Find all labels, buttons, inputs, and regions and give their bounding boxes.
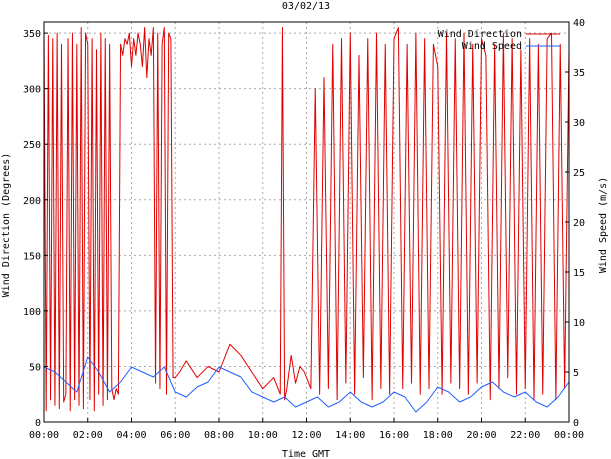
series-line-wind-speed bbox=[43, 356, 570, 413]
x-tick-label: 06:00 bbox=[160, 430, 190, 441]
legend-label-wind-direction: Wind Direction bbox=[438, 29, 522, 40]
y-right-tick-label: 35 bbox=[573, 68, 585, 79]
x-tick-label: 12:00 bbox=[291, 430, 321, 441]
series-layer bbox=[43, 27, 570, 413]
y-right-tick-label: 0 bbox=[573, 418, 579, 429]
y-left-tick-label: 250 bbox=[23, 140, 41, 151]
y-left-tick-label: 100 bbox=[23, 307, 41, 318]
legend: Wind Direction Wind Speed bbox=[438, 29, 560, 52]
y-axis-left-title: Wind Direction (Degrees) bbox=[1, 153, 12, 298]
x-tick-label: 02:00 bbox=[73, 430, 103, 441]
y-right-tick-label: 25 bbox=[573, 168, 585, 179]
y-axis-right-title: Wind Speed (m/s) bbox=[598, 177, 609, 273]
y-right-tick-label: 30 bbox=[573, 118, 585, 129]
y-right-tick-label: 5 bbox=[573, 368, 579, 379]
y-right-tick-label: 40 bbox=[573, 18, 585, 29]
legend-label-wind-speed: Wind Speed bbox=[462, 41, 522, 52]
x-tick-label: 04:00 bbox=[116, 430, 146, 441]
y-left-tick-label: 150 bbox=[23, 251, 41, 262]
y-right-tick-label: 15 bbox=[573, 268, 585, 279]
x-tick-label: 00:00 bbox=[29, 430, 59, 441]
y-left-tick-label: 300 bbox=[23, 85, 41, 96]
y-left-tick-label: 350 bbox=[23, 29, 41, 40]
x-tick-label: 20:00 bbox=[466, 430, 496, 441]
x-tick-label: 22:00 bbox=[510, 430, 540, 441]
y-right-tick-label: 20 bbox=[573, 218, 585, 229]
y-left-tick-label: 0 bbox=[35, 418, 41, 429]
y-left-tick-label: 50 bbox=[29, 362, 41, 373]
chart-title: 03/02/13 bbox=[282, 1, 330, 12]
x-tick-label: 14:00 bbox=[335, 430, 365, 441]
y-right-tick-label: 10 bbox=[573, 318, 585, 329]
series-line-wind-direction bbox=[43, 27, 570, 412]
x-tick-label: 08:00 bbox=[204, 430, 234, 441]
x-tick-label: 16:00 bbox=[379, 430, 409, 441]
x-axis-title: Time GMT bbox=[282, 449, 330, 459]
x-tick-label: 00:00 bbox=[554, 430, 584, 441]
x-tick-label: 10:00 bbox=[248, 430, 278, 441]
x-tick-label: 18:00 bbox=[423, 430, 453, 441]
y-left-tick-label: 200 bbox=[23, 196, 41, 207]
ticks: 00:00 02:00 04:00 06:00 08:00 10:00 12:00 14:00… bbox=[23, 18, 585, 441]
